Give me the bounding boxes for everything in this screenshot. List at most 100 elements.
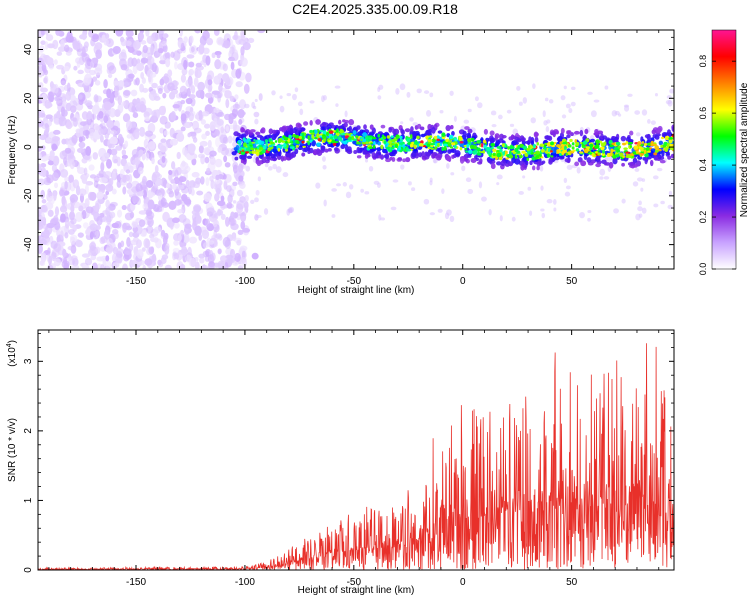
noise-blob — [103, 78, 108, 89]
noise-dot — [532, 83, 536, 89]
snr-frame — [37, 329, 675, 571]
noise-blob — [54, 96, 60, 102]
noise-blob — [222, 136, 229, 144]
band-halo — [496, 161, 502, 166]
noise-dot — [561, 114, 567, 119]
noise-blob — [222, 236, 231, 247]
noise-blob — [173, 252, 180, 260]
band-core — [253, 138, 256, 142]
noise-blob — [239, 111, 246, 116]
noise-blob — [142, 264, 147, 269]
band-core — [416, 135, 420, 140]
colorbar-tick-label: 0.4 — [698, 159, 708, 172]
band-halo — [377, 131, 383, 135]
band-core — [595, 139, 600, 145]
noise-blob — [236, 239, 242, 246]
noise-dot — [377, 95, 382, 100]
band-core — [589, 144, 594, 148]
noise-blob — [159, 78, 165, 86]
noise-blob — [92, 76, 98, 82]
noise-blob — [177, 199, 183, 205]
noise-blob — [151, 157, 155, 165]
noise-blob — [216, 53, 221, 59]
noise-blob — [161, 155, 166, 164]
band-halo — [450, 124, 454, 130]
band-halo — [534, 136, 539, 143]
band-core — [246, 147, 251, 152]
noise-dot — [565, 103, 571, 109]
band-core — [418, 143, 424, 147]
noise-blob — [213, 107, 220, 113]
band-halo — [380, 124, 386, 129]
noise-blob — [157, 259, 162, 266]
noise-dot — [599, 168, 606, 176]
x-tick-label: -50 — [347, 276, 362, 287]
noise-blob — [85, 206, 94, 214]
noise-blob — [41, 145, 46, 150]
band-halo — [547, 135, 553, 141]
noise-dot — [275, 166, 282, 173]
band-halo — [315, 119, 321, 125]
band-halo — [580, 160, 587, 167]
noise-dot — [539, 165, 544, 172]
noise-blob — [169, 221, 174, 230]
noise-blob — [185, 79, 194, 88]
band-core — [307, 135, 311, 140]
band-halo — [353, 150, 358, 155]
band-core — [465, 150, 469, 153]
noise-blob — [54, 206, 60, 217]
noise-dot — [416, 88, 422, 94]
noise-blob — [56, 229, 61, 237]
band-core — [504, 150, 508, 155]
noise-dot — [279, 95, 283, 99]
band-core — [660, 144, 663, 149]
band-halo — [359, 129, 364, 134]
noise-dot — [611, 110, 618, 117]
noise-dot — [530, 117, 536, 124]
band-core — [536, 141, 540, 146]
noise-blob — [233, 49, 239, 60]
noise-dot — [603, 176, 610, 180]
noise-dot — [446, 163, 450, 169]
noise-blob — [171, 161, 176, 170]
noise-blob — [46, 43, 55, 49]
noise-blob — [42, 155, 50, 161]
noise-blob — [213, 91, 222, 99]
noise-blob — [153, 226, 162, 234]
noise-blob — [107, 73, 113, 79]
noise-blob — [70, 105, 77, 113]
noise-dot — [491, 124, 497, 128]
noise-blob — [115, 247, 124, 254]
band-halo — [272, 129, 277, 135]
noise-dot — [309, 100, 315, 104]
noise-blob — [66, 82, 71, 93]
noise-blob — [179, 264, 186, 269]
noise-dot — [294, 87, 299, 93]
noise-blob — [38, 244, 43, 255]
band-core — [507, 146, 511, 150]
noise-blob — [125, 120, 132, 131]
noise-blob — [131, 220, 138, 229]
noise-dot — [477, 102, 483, 109]
noise-blob — [122, 174, 127, 183]
band-core — [316, 142, 321, 148]
noise-dot — [461, 165, 466, 172]
noise-blob — [57, 46, 67, 52]
band-core — [413, 140, 419, 145]
band-core — [609, 144, 614, 147]
noise-dot — [545, 126, 550, 133]
noise-blob — [236, 200, 245, 210]
band-core — [289, 138, 293, 142]
band-halo — [559, 154, 565, 159]
band-halo — [377, 155, 383, 159]
band-core — [367, 138, 373, 141]
band-halo — [348, 119, 355, 126]
band-core — [516, 150, 521, 154]
noise-blob — [79, 121, 87, 126]
noise-blob — [193, 127, 202, 134]
spectrogram-x-ticks: -150 -100 -50 0 50 — [48, 30, 660, 287]
noise-dot — [478, 181, 483, 189]
band-core — [518, 154, 523, 159]
noise-blob — [141, 229, 147, 237]
noise-blob — [238, 175, 244, 182]
